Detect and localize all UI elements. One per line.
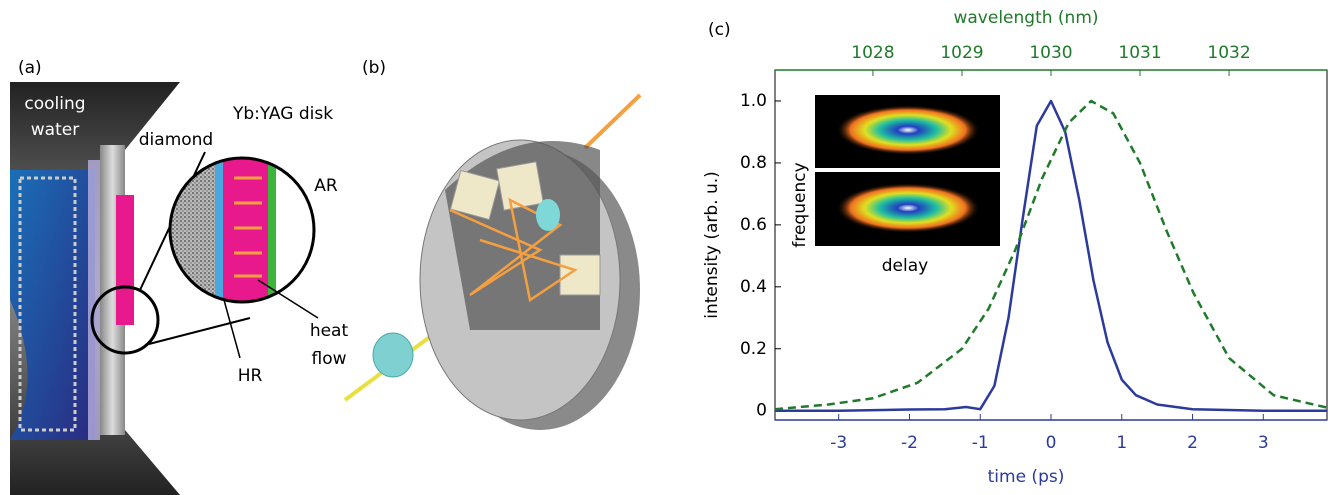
x-tick-label: 1 [1116, 433, 1127, 453]
x2-tick-label: 1030 [1029, 43, 1072, 63]
zoom-circle [90, 285, 160, 355]
magnified-view [168, 156, 316, 304]
x-tick-label: 3 [1258, 433, 1269, 453]
panel-a: (a) cooling water diamond Yb:YAG disk AR… [10, 58, 348, 495]
label: cooling [24, 94, 85, 114]
pointer [257, 279, 319, 319]
y-tick-label: 0.8 [740, 153, 767, 173]
x2-tick-label: 1032 [1207, 43, 1250, 63]
y-tick-label: 0.2 [740, 339, 767, 359]
x-tick-label: 0 [1046, 433, 1057, 453]
y-tick-label: 1.0 [740, 91, 767, 111]
zoom-line [144, 317, 251, 346]
spectrogram-signal [836, 105, 980, 155]
beam-path [449, 197, 578, 303]
lens [372, 332, 414, 378]
disk [116, 195, 134, 325]
label: water [31, 120, 79, 140]
panel-label: (b) [362, 58, 386, 78]
spectrogram-signal [836, 183, 980, 233]
inset: frequency delay [790, 95, 1000, 276]
mirror [496, 161, 544, 211]
hr-coating [215, 158, 223, 302]
mirror [449, 169, 501, 221]
label: AR [314, 176, 338, 196]
label: flow [311, 349, 346, 369]
label: Yb:YAG disk [232, 104, 333, 124]
x2-axis-title: wavelength (nm) [953, 8, 1098, 28]
x-tick-label: -1 [972, 433, 989, 453]
label: HR [238, 366, 263, 386]
x2-tick-label: 1029 [940, 43, 983, 63]
x-tick-label: -2 [901, 433, 918, 453]
data-line [775, 99, 1327, 412]
inset-label: frequency [790, 162, 810, 247]
heat-arrows [234, 176, 262, 278]
label: diamond [139, 130, 213, 150]
yb-disk [223, 158, 268, 302]
optic [536, 199, 560, 231]
inset-label: delay [882, 256, 928, 276]
mount [88, 160, 100, 440]
ar-coating [268, 158, 276, 302]
x-tick-label: 2 [1187, 433, 1198, 453]
beam [583, 93, 642, 150]
y-tick-label: 0 [756, 401, 767, 421]
panel-label: (a) [18, 58, 42, 78]
panel-label: (c) [708, 20, 731, 40]
x-axis-title: time (ps) [988, 467, 1065, 487]
x2-tick-label: 1031 [1118, 43, 1161, 63]
pointer [223, 299, 241, 359]
x2-tick-label: 1028 [851, 43, 894, 63]
y-tick-label: 0.6 [740, 215, 767, 235]
panel-b: (b) [343, 58, 642, 430]
y-tick-label: 0.4 [740, 277, 767, 297]
y-axis-title: intensity (arb. u.) [702, 171, 722, 319]
x-tick-label: -3 [830, 433, 847, 453]
diamond-texture [170, 158, 215, 302]
data-line [774, 99, 1328, 411]
label: heat [310, 321, 349, 341]
